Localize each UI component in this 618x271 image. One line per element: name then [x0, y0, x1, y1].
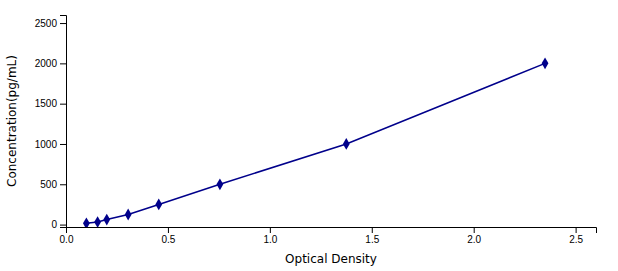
y-tick-mark: [60, 63, 66, 64]
y-tick: 1500: [35, 98, 66, 109]
x-tick: 0.0: [60, 227, 74, 245]
y-tick-label: 0: [51, 219, 57, 230]
point: [542, 57, 549, 69]
y-tick-mark: [60, 184, 66, 185]
x-axis-title: Optical Density: [285, 252, 377, 266]
marks: [83, 57, 548, 227]
x-tick-label: 2.0: [467, 234, 481, 245]
x-tick: 0.5: [161, 227, 175, 245]
y-tick: 1000: [35, 139, 66, 150]
x-tick-label: 1.0: [263, 234, 277, 245]
y-axis-line: [60, 16, 67, 228]
y-tick: 500: [40, 179, 66, 190]
y-tick-label: 1000: [35, 139, 58, 150]
x-axis: 0.0 0.5 1.0 1.5 2.0 2.5: [60, 227, 597, 245]
y-tick-label: 500: [40, 179, 57, 190]
y-tick: 2500: [35, 18, 66, 29]
y-tick-mark: [60, 144, 66, 145]
point: [83, 217, 90, 227]
point: [103, 214, 110, 226]
y-tick-mark: [60, 23, 66, 24]
x-tick-label: 2.5: [569, 234, 583, 245]
point: [94, 216, 101, 227]
point: [343, 138, 350, 150]
y-tick-label: 1500: [35, 98, 58, 109]
y-tick-label: 2500: [35, 18, 58, 29]
point: [217, 178, 224, 190]
y-axis: 0 500 1000 1500 2000 2500: [35, 16, 67, 231]
y-tick-label: 2000: [35, 58, 58, 69]
point: [155, 199, 162, 211]
y-axis-title: Concentration(pg/mL): [5, 55, 19, 187]
plot: 0.0 0.5 1.0 1.5 2.0 2.5 0 500 1000 1500 2000 2500: [35, 16, 597, 246]
point: [125, 209, 132, 221]
x-tick-label: 0.5: [161, 234, 175, 245]
x-axis-line: [67, 228, 597, 234]
line: [86, 63, 545, 223]
chart: 0.0 0.5 1.0 1.5 2.0 2.5 0 500 1000 1500 2000 2500 Op…: [0, 0, 618, 271]
y-tick-mark: [60, 225, 66, 226]
x-tick-mark: [168, 227, 169, 233]
x-tick-mark: [372, 227, 373, 233]
x-tick-mark: [576, 227, 577, 233]
x-tick-label: 0.0: [60, 234, 74, 245]
x-tick: 1.0: [263, 227, 277, 245]
y-tick: 0: [51, 219, 66, 230]
x-tick: 1.5: [365, 227, 379, 245]
x-tick-label: 1.5: [365, 234, 379, 245]
y-tick: 2000: [35, 58, 66, 69]
x-tick: 2.0: [467, 227, 481, 245]
y-tick-mark: [60, 104, 66, 105]
x-tick: 2.5: [569, 227, 583, 245]
x-tick-mark: [474, 227, 475, 233]
x-tick-mark: [270, 227, 271, 233]
